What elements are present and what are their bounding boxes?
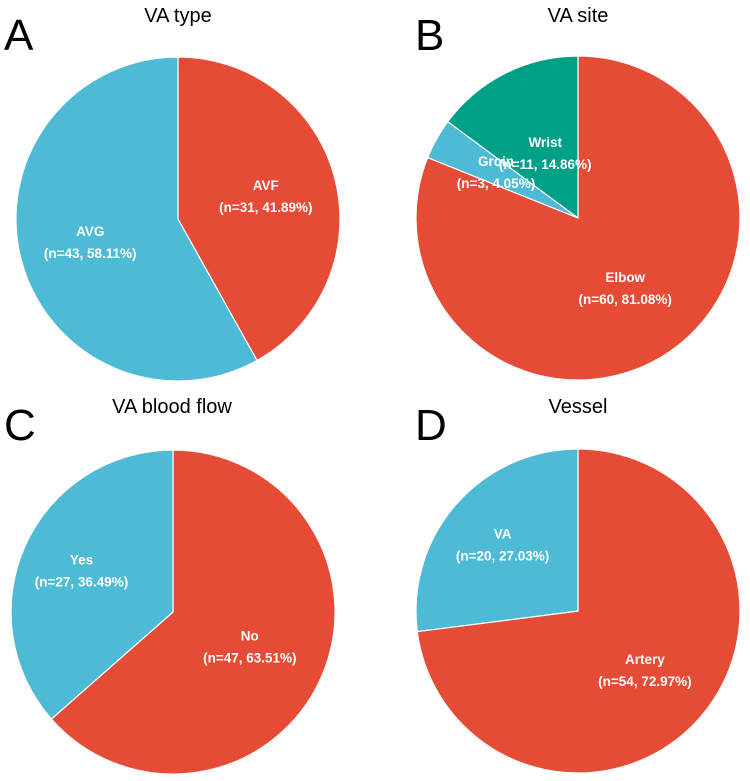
pie-slice-artery [416, 448, 741, 774]
slice-name-wrist: Wrist [528, 135, 562, 150]
panel-c: C VA blood flow No (n=47, 63.51%) Yes (n=27… [4, 396, 336, 775]
panel-letter-d: D [415, 401, 447, 450]
panel-letter-c: C [4, 401, 36, 450]
slice-value-label-yes: (n=27, 36.49%) [35, 575, 128, 590]
slice-value-label-groin: (n=3, 4.05%) [457, 176, 535, 191]
panel-title-b: VA site [548, 5, 609, 27]
slice-value-label-wrist: (n=11, 14.86%) [499, 157, 592, 172]
pie-b: Elbow (n=60, 81.08%) Groin (n=3, 4.05%) Wris… [415, 55, 741, 381]
slice-name-artery: Artery [625, 652, 665, 667]
slice-value-label-avg: (n=43, 58.11%) [44, 246, 137, 261]
panel-b: B VA site Elbow (n=60, 81.08%) Groin (n=3, … [415, 5, 741, 381]
slice-name-elbow: Elbow [605, 270, 645, 285]
slice-name-groin: Groin [478, 154, 514, 169]
slice-name-avf: AVF [253, 178, 279, 193]
panel-d: D Vessel Artery (n=54, 72.97%) VA (n=20, 27… [415, 396, 741, 774]
slice-name-va: VA [494, 527, 512, 542]
slice-name-avg: AVG [76, 224, 104, 239]
pie-slice-yes [10, 449, 174, 720]
pie-slice-avg [15, 56, 258, 382]
pie-slice-no [50, 449, 336, 775]
panel-title-a: VA type [144, 5, 211, 27]
slice-value-label-no: (n=47, 63.51%) [203, 651, 296, 666]
panel-title-d: Vessel [549, 396, 608, 418]
panel-letter-a: A [4, 11, 34, 60]
slice-value-label-va: (n=20, 27.03%) [456, 549, 549, 564]
slice-value-label-artery: (n=54, 72.97%) [598, 674, 691, 689]
pie-slice-va [415, 448, 579, 633]
pie-c: No (n=47, 63.51%) Yes (n=27, 36.49%) [10, 449, 336, 775]
panel-title-c: VA blood flow [112, 396, 232, 418]
pie-slice-wrist [447, 55, 579, 219]
pie-d: Artery (n=54, 72.97%) VA (n=20, 27.03%) [415, 448, 741, 774]
slice-name-yes: Yes [70, 553, 93, 568]
slice-value-label-elbow: (n=60, 81.08%) [578, 292, 671, 307]
pie-a: AVF (n=31, 41.89%) AVG (n=43, 58.11%) [15, 56, 341, 382]
pie-slice-avf [177, 56, 341, 362]
slice-name-no: No [241, 629, 259, 644]
slice-value-label-avf: (n=31, 41.89%) [219, 200, 312, 215]
panel-letter-b: B [415, 11, 444, 60]
panel-a: A VA type AVF (n=31, 41.89%) AVG (n=43, 58.… [4, 5, 341, 382]
